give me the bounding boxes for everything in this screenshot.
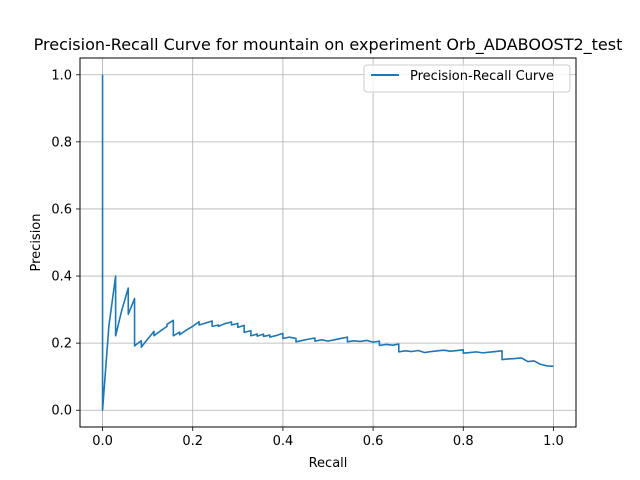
x-tick-label: 0.4	[273, 434, 294, 449]
x-tick-label: 0.6	[363, 434, 384, 449]
y-tick-label: 0.2	[51, 337, 72, 352]
x-tick-label: 1.0	[543, 434, 564, 449]
legend-box	[363, 64, 571, 93]
x-axis-label: Recall	[309, 456, 348, 471]
y-tick-label: 0.4	[51, 270, 72, 285]
x-tick-label: 0.8	[453, 434, 474, 449]
chart-title: Precision-Recall Curve for mountain on e…	[34, 35, 623, 55]
x-tick-label: 0.2	[182, 434, 203, 449]
y-axis-label: Precision	[29, 213, 44, 271]
legend: Precision-Recall Curve	[363, 64, 571, 93]
y-tick-label: 1.0	[51, 68, 72, 83]
series-line	[101, 74, 554, 412]
y-tick-label: 0.0	[51, 404, 72, 419]
grid-lines	[80, 58, 576, 427]
y-tick-label: 0.8	[51, 135, 72, 150]
legend-label: Precision-Recall Curve	[410, 69, 554, 84]
y-tick-label: 0.6	[51, 202, 72, 217]
series-layer	[101, 74, 554, 412]
axis-ticks: 0.0 0.2 0.4 0.6 0.8 1.0 0.0 0.2 0.4 0.6 0.8 1.0	[51, 68, 563, 449]
x-tick-label: 0.0	[92, 434, 113, 449]
plot-area-frame	[79, 57, 577, 428]
